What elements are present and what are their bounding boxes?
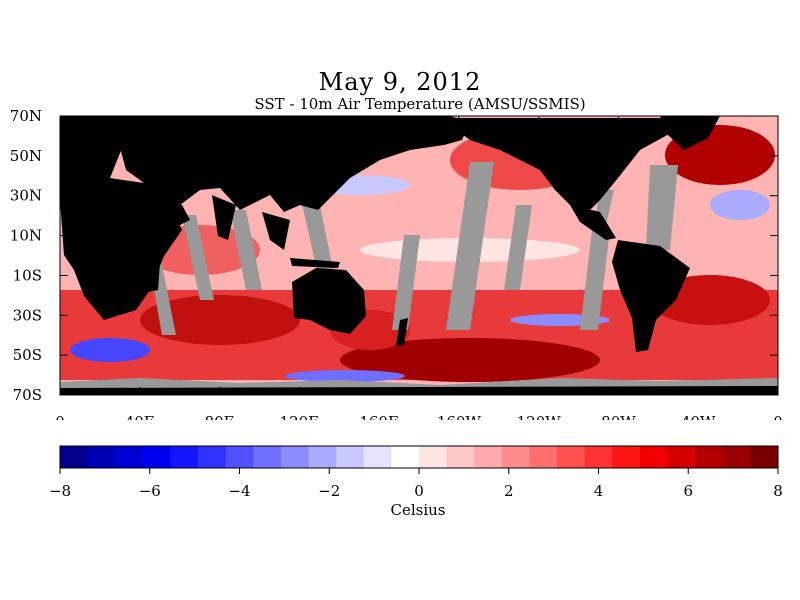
lon-label: 80W <box>601 413 636 420</box>
lon-label: 120E <box>280 413 320 420</box>
weddell-cool-anomaly <box>70 338 150 362</box>
colorbar-cell <box>419 446 448 468</box>
latitude-axis: 70N 50N 30N 10N 10S 30S 50S 70S <box>10 107 778 404</box>
colorbar-cell <box>60 446 89 468</box>
lat-label: 70S <box>13 386 42 404</box>
colorbar-cell <box>474 446 503 468</box>
lat-label: 70N <box>10 107 42 125</box>
colorbar-cell <box>695 446 724 468</box>
madagascar-landmass <box>148 262 160 292</box>
sst-anomaly-map: 70N 50N 30N 10N 10S 30S 50S 70S 0 40E 80E 120E 160E… <box>10 107 783 420</box>
colorbar-cell <box>142 446 171 468</box>
lat-label: 50S <box>13 346 42 364</box>
new-zealand-landmass <box>396 318 408 346</box>
colorbar-cell <box>446 446 475 468</box>
colorbar-units: Celsius <box>390 501 446 519</box>
colorbar-tick-label: 0 <box>414 482 424 500</box>
lon-label: 120W <box>517 413 562 420</box>
colorbar-tick-label: −4 <box>228 482 250 500</box>
colorbar-cell <box>198 446 227 468</box>
colorbar-tick-label: 8 <box>773 482 783 500</box>
colorbar-cell <box>529 446 558 468</box>
lon-label: 160W <box>437 413 482 420</box>
colorbar-cell <box>170 446 199 468</box>
colorbar-cell <box>639 446 669 468</box>
indonesia-islands <box>290 258 340 268</box>
colorbar-tick-label: −6 <box>139 482 161 500</box>
south-indian-hot-anomaly <box>140 295 300 345</box>
lat-label: 10N <box>10 227 42 245</box>
colorbar-cell <box>253 446 282 468</box>
longitude-axis: 0 40E 80E 120E 160E 160W 120W 80W 40W 0 <box>55 116 783 420</box>
lon-label: 0 <box>773 413 783 420</box>
colorbar-ticks: −8 −6 −4 −2 0 2 4 6 8 <box>49 468 783 500</box>
colorbar-cell <box>87 446 116 468</box>
colorbar-cell <box>750 446 779 468</box>
australia-landmass <box>292 268 366 334</box>
map-field <box>60 116 778 395</box>
colorbar-cell <box>722 446 751 468</box>
ross-cool-anomaly <box>285 370 405 382</box>
lon-label: 0 <box>55 413 65 420</box>
greenland-landmass <box>660 116 720 150</box>
colorbar-cell <box>557 446 586 468</box>
colorbar-cell <box>308 446 337 468</box>
arabia-landmass <box>160 196 190 230</box>
lon-label: 40E <box>125 413 155 420</box>
colorbar-cell <box>501 446 530 468</box>
eurasia-landmass <box>60 116 470 212</box>
south-america-landmass <box>612 240 690 352</box>
map-title: May 9, 2012 <box>318 68 482 96</box>
colorbar-cell <box>391 446 420 468</box>
colorbar-cell <box>612 446 641 468</box>
south-pacific-hot-anomaly <box>340 338 600 382</box>
north-america-landmass <box>440 118 680 212</box>
colorbar-cell <box>280 446 310 468</box>
colorbar-tick-label: −8 <box>49 482 71 500</box>
southeast-asia-landmass <box>262 212 290 250</box>
colorbar-cell <box>115 446 144 468</box>
lat-label: 50N <box>10 147 42 165</box>
colorbar: −8 −6 −4 −2 0 2 4 6 8 <box>49 445 783 500</box>
colorbar-tick-label: −2 <box>318 482 340 500</box>
india-landmass <box>212 195 236 240</box>
colorbar-cell <box>584 446 613 468</box>
colorbar-cell <box>667 446 696 468</box>
colorbar-cells <box>60 446 779 468</box>
colorbar-tick-label: 2 <box>504 482 514 500</box>
lon-label: 80E <box>205 413 235 420</box>
colorbar-tick-label: 6 <box>683 482 693 500</box>
lat-label: 30S <box>13 306 42 324</box>
colorbar-cell <box>363 446 392 468</box>
central-america-landmass <box>570 205 616 240</box>
gulf-stream-cool-anomaly <box>710 190 770 220</box>
colorbar-cell <box>225 446 254 468</box>
map-subtitle: SST - 10m Air Temperature (AMSU/SSMIS) <box>254 95 586 113</box>
colorbar-tick-label: 4 <box>594 482 604 500</box>
lat-label: 30N <box>10 187 42 205</box>
lon-label: 40W <box>681 413 716 420</box>
colorbar-cell <box>336 446 365 468</box>
lon-label: 160E <box>359 413 399 420</box>
lat-label: 10S <box>13 266 42 284</box>
